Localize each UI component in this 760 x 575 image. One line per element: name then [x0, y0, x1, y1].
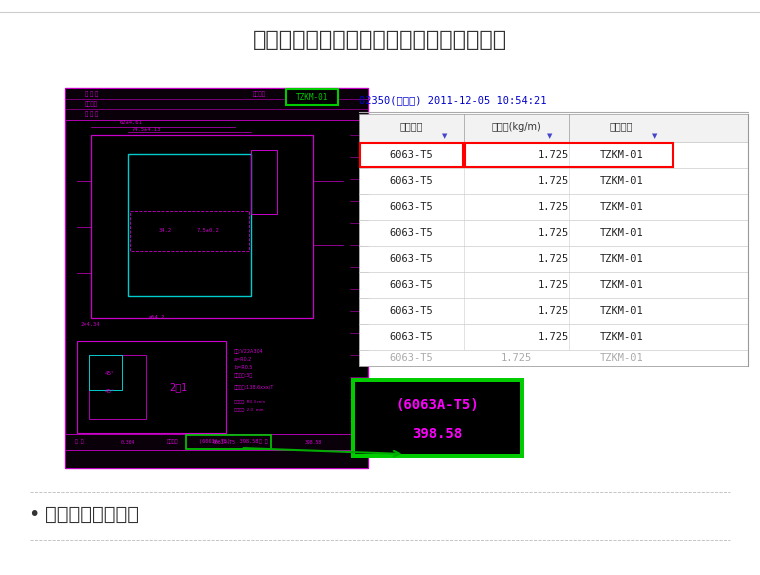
- Text: 6063-T5: 6063-T5: [390, 150, 433, 160]
- Text: 1.725: 1.725: [501, 353, 532, 363]
- Text: 1.725: 1.725: [537, 306, 569, 316]
- Text: 模图中标注的材质和提料单中标注的不一样: 模图中标注的材质和提料单中标注的不一样: [253, 30, 507, 50]
- Text: 74.5±4.13: 74.5±4.13: [131, 127, 160, 132]
- Text: 62±4.61: 62±4.61: [119, 120, 142, 125]
- Bar: [355, 382, 520, 454]
- Text: 备注/图号: 备注/图号: [351, 439, 366, 444]
- Bar: [128, 154, 251, 296]
- Text: 6063-T5: 6063-T5: [390, 353, 433, 363]
- Text: 地址长度: 2.0  min: 地址长度: 2.0 min: [234, 407, 264, 411]
- Bar: [130, 210, 249, 251]
- Bar: [65, 88, 368, 468]
- Text: 2：1: 2：1: [169, 382, 188, 392]
- Text: 合金状态: 合金状态: [167, 439, 179, 444]
- Bar: [359, 350, 748, 366]
- Bar: [359, 114, 748, 142]
- Bar: [65, 450, 368, 468]
- Text: a=R0.2: a=R0.2: [234, 357, 252, 362]
- Text: 34.2: 34.2: [159, 228, 172, 233]
- Text: ▼: ▼: [547, 133, 553, 139]
- Text: 生产批次: 生产批次: [85, 101, 98, 107]
- Text: TZKM-01: TZKM-01: [600, 280, 644, 290]
- Text: 米 重: 米 重: [259, 439, 268, 444]
- Text: 6063-T5: 6063-T5: [390, 280, 433, 290]
- Text: 1.725: 1.725: [537, 176, 569, 186]
- Text: 材料:V22A304: 材料:V22A304: [234, 349, 264, 354]
- Text: 公司模号: 公司模号: [610, 121, 633, 132]
- Text: 2×4.34: 2×4.34: [81, 323, 100, 327]
- Bar: [359, 142, 748, 168]
- Text: TZKM-01: TZKM-01: [600, 254, 644, 264]
- Bar: [287, 89, 338, 105]
- Text: 1.725: 1.725: [537, 332, 569, 342]
- Text: 02350(张朋亮) 2011-12-05 10:54:21: 02350(张朋亮) 2011-12-05 10:54:21: [359, 95, 546, 105]
- Bar: [465, 143, 673, 167]
- Text: 1.725: 1.725: [537, 254, 569, 264]
- Text: TZKM-01: TZKM-01: [600, 332, 644, 342]
- Text: 7.5±0.2: 7.5±0.2: [196, 228, 219, 233]
- Text: 6063-T5: 6063-T5: [390, 254, 433, 264]
- Text: TZKM-01: TZKM-01: [600, 202, 644, 212]
- Bar: [359, 324, 748, 350]
- Bar: [359, 272, 748, 298]
- Text: 6063-T5: 6063-T5: [390, 306, 433, 316]
- Text: 45°: 45°: [105, 389, 115, 394]
- Text: 6063-T5: 6063-T5: [390, 228, 433, 238]
- Text: 操 作 人: 操 作 人: [85, 111, 98, 117]
- Bar: [89, 355, 122, 390]
- Text: •: •: [28, 504, 40, 523]
- Text: 0.304: 0.304: [121, 439, 135, 444]
- Text: 客户编号: 客户编号: [253, 91, 266, 97]
- Text: TZKM-01: TZKM-01: [600, 176, 644, 186]
- Text: (6063A-T5)   398.58: (6063A-T5) 398.58: [199, 439, 258, 444]
- Text: 1.725: 1.725: [537, 228, 569, 238]
- Text: 1.725: 1.725: [537, 202, 569, 212]
- Text: 地址长度: R0.3 min: 地址长度: R0.3 min: [234, 399, 265, 403]
- Text: 线密度(kg/m): 线密度(kg/m): [492, 121, 541, 132]
- Text: ▼: ▼: [442, 133, 448, 139]
- Bar: [65, 88, 368, 120]
- Text: 理论重量:138.6xxx/T: 理论重量:138.6xxx/T: [234, 385, 274, 390]
- Text: TZKM-01: TZKM-01: [296, 93, 328, 102]
- Text: TZKM-01: TZKM-01: [600, 353, 644, 363]
- Bar: [351, 378, 524, 458]
- Bar: [251, 150, 277, 214]
- Text: 6063A-T5: 6063A-T5: [213, 439, 236, 444]
- Text: 产 品 名: 产 品 名: [85, 91, 98, 97]
- Text: (6063A-T5): (6063A-T5): [396, 398, 480, 412]
- Text: ≈54.2: ≈54.2: [149, 315, 166, 320]
- Bar: [359, 298, 748, 324]
- Text: 1.725: 1.725: [537, 150, 569, 160]
- Bar: [360, 143, 463, 167]
- Text: 1.725: 1.725: [537, 280, 569, 290]
- Text: 6063-T5: 6063-T5: [390, 332, 433, 342]
- Text: TZKM-01: TZKM-01: [600, 228, 644, 238]
- Text: 398.58: 398.58: [305, 439, 322, 444]
- Bar: [186, 435, 271, 449]
- Bar: [77, 341, 226, 433]
- Text: 合金状态: 合金状态: [400, 121, 423, 132]
- Text: 单击此处添加文本: 单击此处添加文本: [45, 504, 139, 523]
- Bar: [359, 246, 748, 272]
- Text: 45°: 45°: [105, 370, 115, 375]
- Text: TZKM-01: TZKM-01: [600, 150, 644, 160]
- Text: b=R0.5: b=R0.5: [234, 365, 252, 370]
- Bar: [359, 168, 748, 194]
- Text: 398.58: 398.58: [413, 427, 463, 441]
- Bar: [65, 434, 368, 468]
- Text: 重 量: 重 量: [75, 439, 84, 444]
- Text: ▼: ▼: [652, 133, 658, 139]
- Text: TZKM-01: TZKM-01: [600, 306, 644, 316]
- Bar: [359, 220, 748, 246]
- Bar: [90, 135, 313, 318]
- Text: 清角数量:3处: 清角数量:3处: [234, 373, 253, 378]
- Text: 6063-T5: 6063-T5: [390, 176, 433, 186]
- Text: 6063-T5: 6063-T5: [390, 202, 433, 212]
- Bar: [89, 355, 146, 419]
- Bar: [359, 194, 748, 220]
